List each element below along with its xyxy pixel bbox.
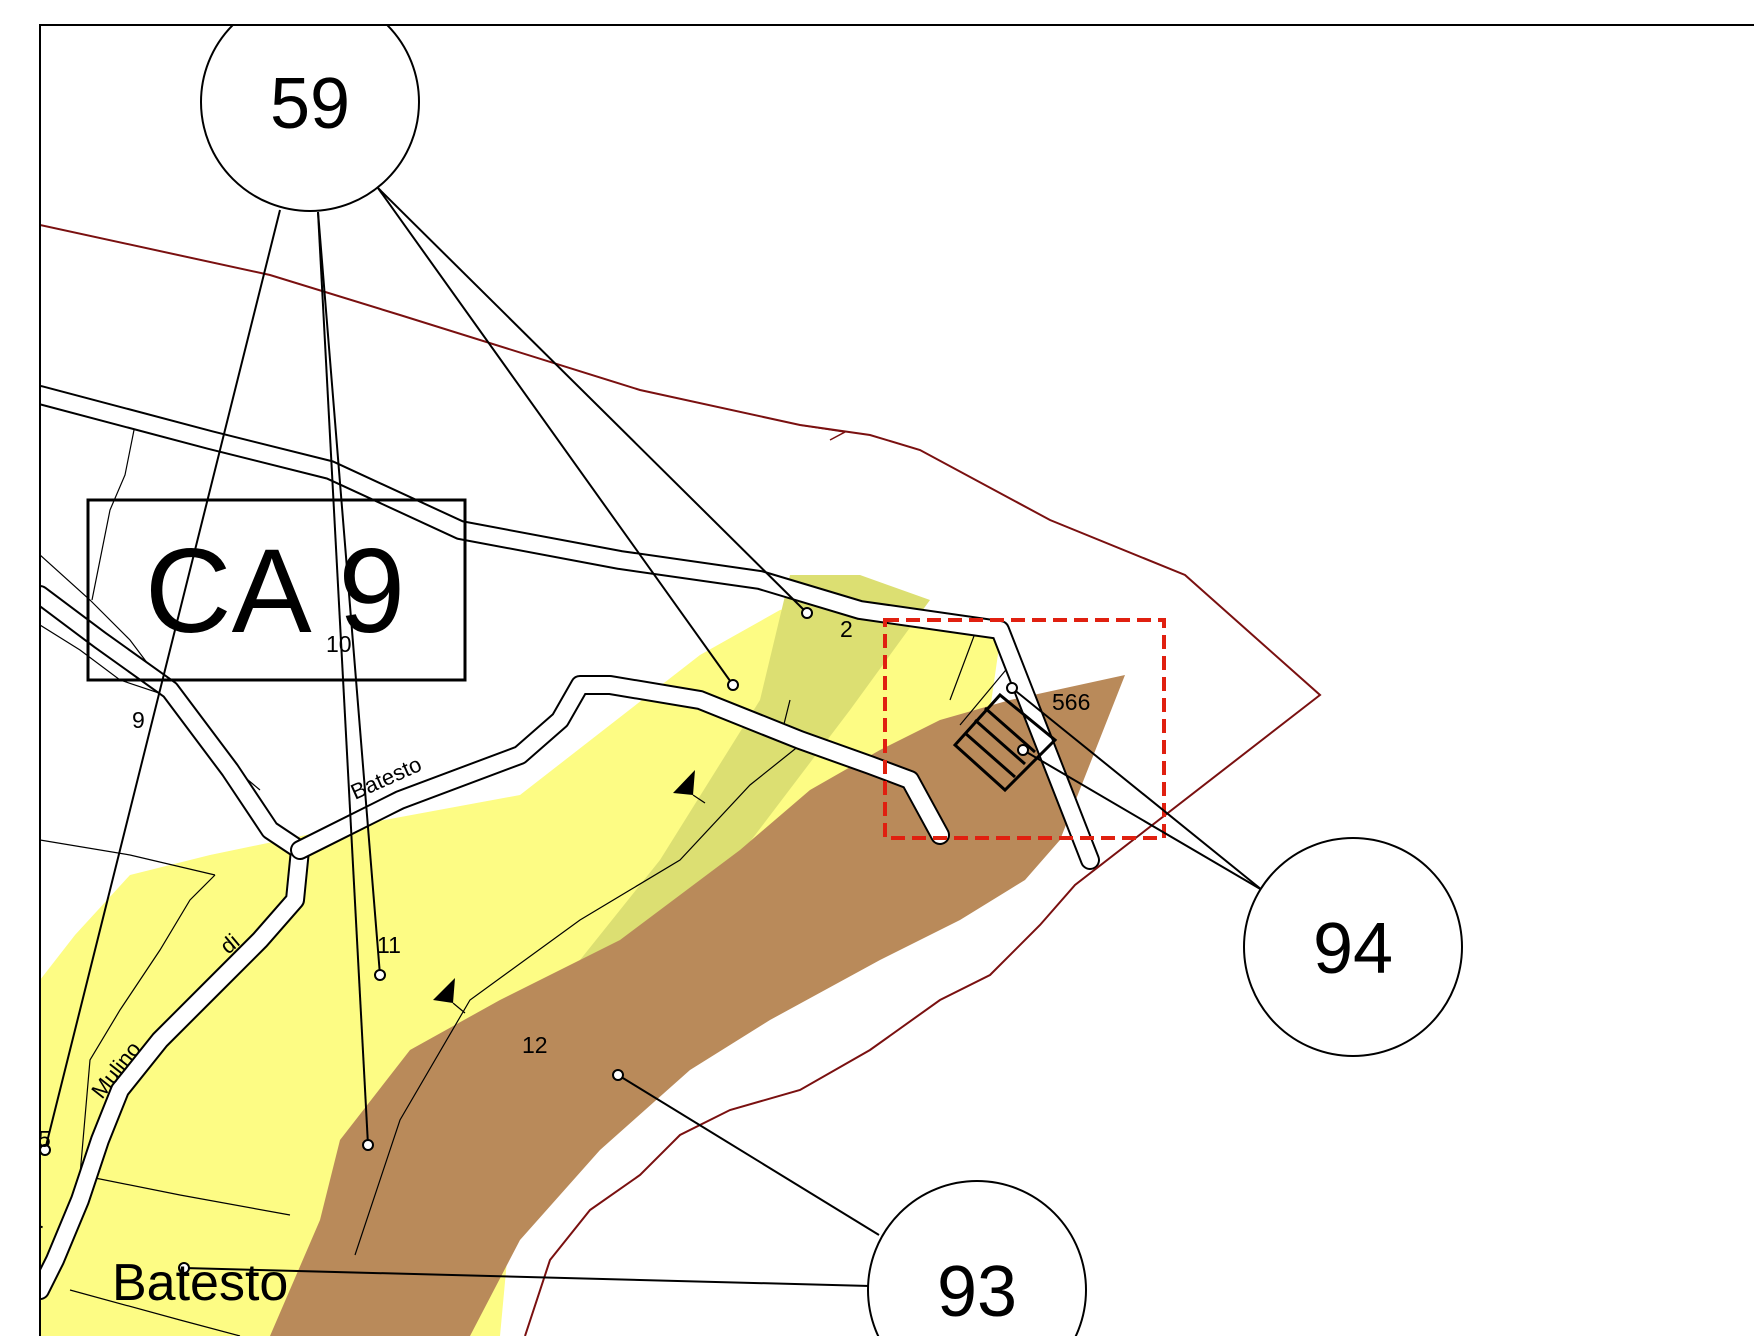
area-label-box <box>86 498 467 682</box>
highlight-box <box>883 618 1166 840</box>
callout-93-label: 93 <box>937 1252 1017 1332</box>
arrow-marker-2 <box>433 978 455 1003</box>
boundary-line <box>40 224 1322 1336</box>
area-label: CA 9 <box>145 524 405 658</box>
brown-band <box>270 675 1125 1336</box>
building-footprint <box>952 692 1058 793</box>
roads <box>40 385 1100 1300</box>
place-label: Batesto <box>112 1254 288 1312</box>
boundary-arrow <box>799 424 848 441</box>
road-label-cut: ci <box>19 1218 48 1241</box>
callout-59[interactable]: 59 <box>200 0 420 212</box>
callout-94-label: 94 <box>1313 909 1393 989</box>
callout-59-label: 59 <box>270 64 350 144</box>
callout-94[interactable]: 94 <box>1243 837 1463 1057</box>
parcel-label-566: 566 <box>1052 689 1090 715</box>
parcel-label-9: 9 <box>132 707 145 733</box>
leader-endpoints <box>40 607 1029 1274</box>
map-frame <box>39 24 1754 1336</box>
direction-arrows <box>433 770 706 1014</box>
parcel-lines <box>40 424 1011 1336</box>
arrow-marker-1 <box>673 770 695 795</box>
parcel-label-2: 2 <box>840 616 853 642</box>
parcel-label-11: 11 <box>377 932 401 958</box>
callout-93[interactable]: 93 <box>867 1180 1087 1336</box>
parcel-label-10: 10 <box>326 631 352 657</box>
parcel-label-12: 12 <box>522 1032 548 1058</box>
parcel-label-5: 5 <box>38 1126 51 1152</box>
map-content: 2 9 10 11 12 566 5 Batesto di Mulino ci … <box>19 0 1463 1336</box>
